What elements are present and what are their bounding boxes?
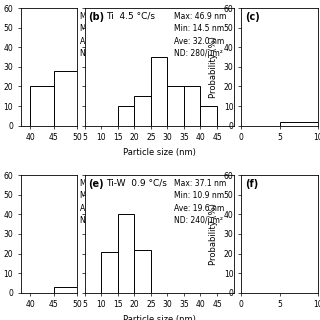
Text: Ti-W  0.9 °C/s: Ti-W 0.9 °C/s	[106, 179, 166, 188]
Bar	[167, 86, 184, 126]
Bar	[54, 71, 77, 126]
Text: Max: 37.1 nm
Min: 10.9 nm
Ave: 19.6 nm
ND: 240/µm²: Max: 37.1 nm Min: 10.9 nm Ave: 19.6 nm N…	[174, 179, 226, 225]
X-axis label: Particle size (nm): Particle size (nm)	[123, 148, 196, 157]
X-axis label: Particle size (nm): Particle size (nm)	[123, 315, 196, 320]
Bar	[54, 287, 77, 293]
Bar	[184, 86, 201, 126]
Bar	[151, 57, 167, 126]
Text: Max: 46.9 nm
Min: 14.5 nm
Ave: 32.0 nm
ND: 280/µm²: Max: 46.9 nm Min: 14.5 nm Ave: 32.0 nm N…	[174, 12, 227, 58]
Text: Ti  4.5 °C/s: Ti 4.5 °C/s	[106, 12, 155, 20]
Text: Max: 49.9 nm
Min: 15.2 nm
Ave: 33.5 nm
ND: 168/µm²: Max: 49.9 nm Min: 15.2 nm Ave: 33.5 nm N…	[80, 12, 132, 58]
Text: (c): (c)	[245, 12, 260, 21]
Text: (b): (b)	[88, 12, 104, 21]
Bar	[201, 106, 217, 126]
Text: (e): (e)	[88, 179, 103, 189]
Bar	[118, 106, 134, 126]
Bar	[134, 96, 151, 126]
Bar	[280, 122, 318, 126]
Bar	[101, 252, 118, 293]
Bar	[134, 250, 151, 293]
Y-axis label: Probability (%): Probability (%)	[209, 203, 218, 265]
Text: Max: 39.5 nm
Min: 15.6 nm
Ave: 25.4 nm
ND: 332/µm²: Max: 39.5 nm Min: 15.6 nm Ave: 25.4 nm N…	[80, 179, 132, 225]
Y-axis label: Probability (%): Probability (%)	[209, 36, 218, 98]
Bar	[30, 86, 54, 126]
Text: (f): (f)	[245, 179, 258, 189]
Bar	[118, 214, 134, 293]
